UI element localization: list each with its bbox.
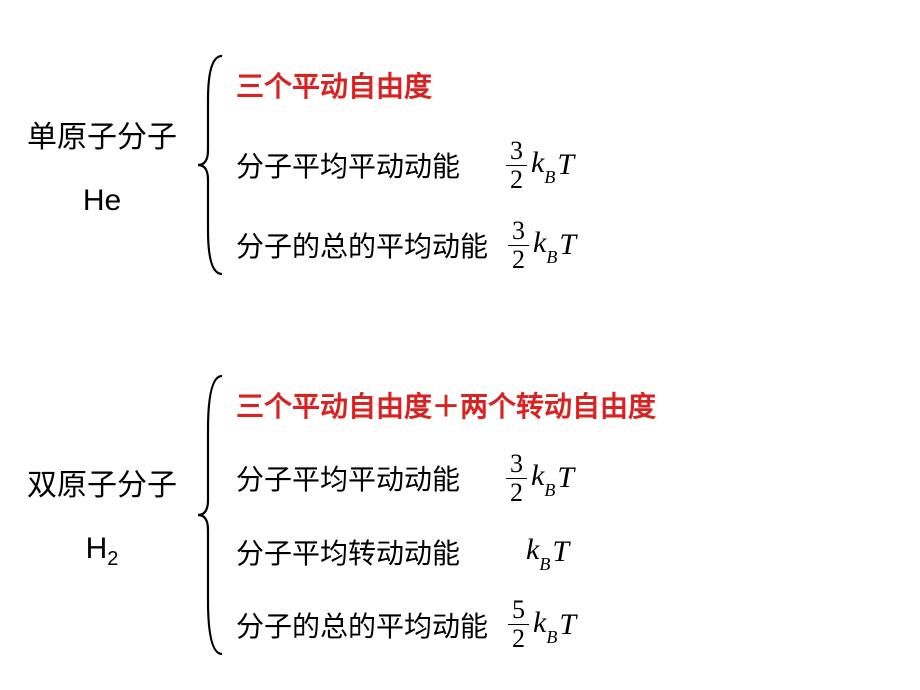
diatomic-label-column: 双原子分子 H2 [20,460,184,571]
monoatomic-label-column: 单原子分子 He [20,112,184,218]
diatomic-row-translational: 分子平均平动动能 3 2 kBT [236,448,656,508]
diatomic-header-row: 三个平动自由度＋两个转动自由度 [236,375,656,435]
formula-5-2-kbt: 5 2 kBT [508,597,576,652]
desc-text: 分子平均平动动能 [236,458,460,498]
diatomic-row-total: 分子的总的平均动能 5 2 kBT [236,595,656,655]
desc-text: 分子的总的平均动能 [236,225,488,265]
monoatomic-label: 单原子分子 [27,112,177,156]
monoatomic-row-translational: 分子平均平动动能 3 2 kBT [236,135,576,195]
diatomic-header: 三个平动自由度＋两个转动自由度 [236,385,656,425]
diatomic-content: 三个平动自由度＋两个转动自由度 分子平均平动动能 3 2 kBT 分子平均转动动… [236,375,656,655]
monoatomic-content: 三个平动自由度 分子平均平动动能 3 2 kBT 分子的总的平均动能 3 2 k… [236,55,576,275]
monoatomic-row-total: 分子的总的平均动能 3 2 kBT [236,215,576,275]
formula-3-2-kbt: 3 2 kBT [506,138,574,193]
brace-icon [194,370,228,660]
monoatomic-section: 单原子分子 He 三个平动自由度 分子平均平动动能 3 2 kBT 分子的总的平… [20,50,576,280]
formula-kbt: kBT [526,533,569,571]
diatomic-section: 双原子分子 H2 三个平动自由度＋两个转动自由度 分子平均平动动能 3 2 kB… [20,370,656,660]
formula-3-2-kbt: 3 2 kBT [508,218,576,273]
diatomic-label: 双原子分子 [27,460,177,504]
diatomic-example: H2 [86,532,119,571]
desc-text: 分子平均转动动能 [236,532,460,572]
formula-3-2-kbt: 3 2 kBT [506,451,574,506]
desc-text: 分子平均平动动能 [236,145,460,185]
diatomic-row-rotational: 分子平均转动动能 kBT [236,522,656,582]
monoatomic-example: He [83,184,121,218]
monoatomic-header: 三个平动自由度 [236,65,432,105]
monoatomic-header-row: 三个平动自由度 [236,55,576,115]
desc-text: 分子的总的平均动能 [236,605,488,645]
brace-icon [194,50,228,280]
